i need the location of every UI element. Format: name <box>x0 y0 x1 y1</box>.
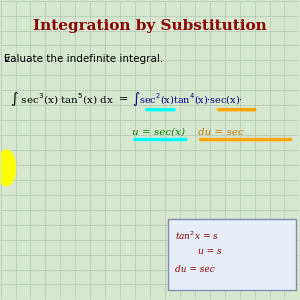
Text: Integration by Substitution: Integration by Substitution <box>33 19 267 32</box>
Text: $\int$sec$^2$(x)tan$^4$(x)·sec(x)·: $\int$sec$^2$(x)tan$^4$(x)·sec(x)· <box>132 90 243 108</box>
Text: u = s: u = s <box>198 247 221 256</box>
Ellipse shape <box>0 150 16 186</box>
Text: tan$^2$x = s: tan$^2$x = s <box>176 229 219 242</box>
Text: =: = <box>118 94 128 104</box>
FancyBboxPatch shape <box>168 219 296 290</box>
Text: du = sec: du = sec <box>198 128 244 136</box>
Text: $\int$ sec$^3$(x) tan$^5$(x) dx: $\int$ sec$^3$(x) tan$^5$(x) dx <box>10 90 114 108</box>
Text: du = sec: du = sec <box>176 265 215 274</box>
Text: E: E <box>4 54 10 64</box>
Text: u = sec(x): u = sec(x) <box>132 128 185 136</box>
Text: valuate the indefinite integral.: valuate the indefinite integral. <box>4 54 163 64</box>
